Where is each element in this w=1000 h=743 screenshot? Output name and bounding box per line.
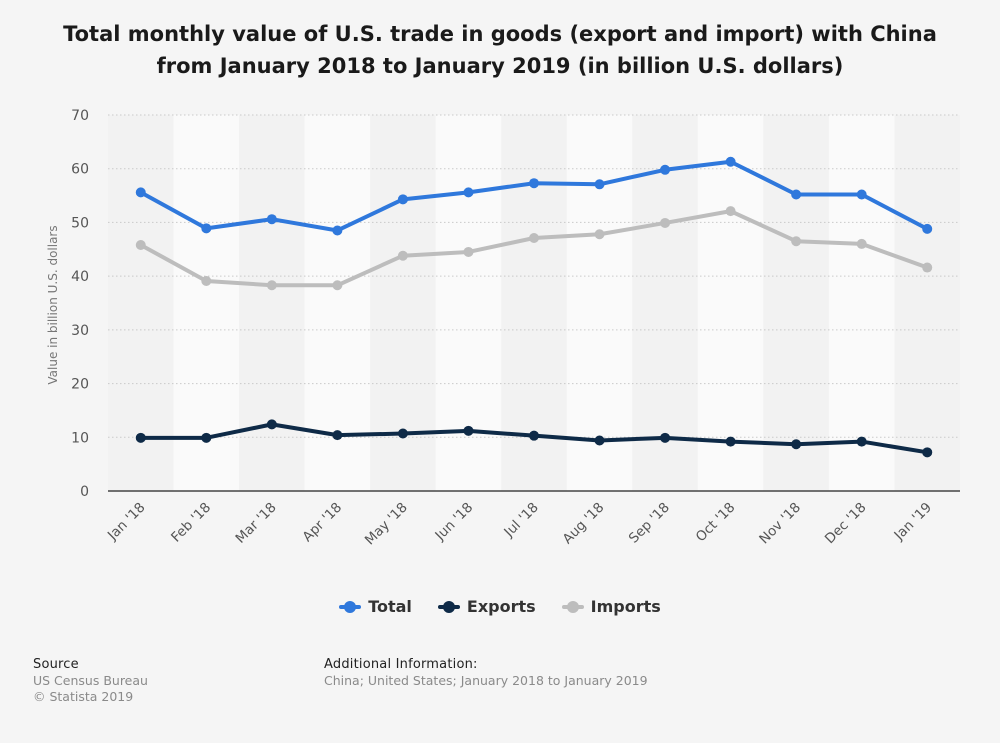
- data-point-imports[interactable]: [463, 246, 474, 257]
- source-block: Source US Census Bureau © Statista 2019: [33, 657, 148, 705]
- legend-item-imports[interactable]: Imports: [561, 597, 661, 616]
- data-point-imports[interactable]: [135, 239, 146, 250]
- legend-swatch-exports: [437, 600, 460, 613]
- x-tick-label: Sep '18: [626, 500, 673, 547]
- chart-legend: Total Exports Imports: [0, 597, 1000, 616]
- data-point-total[interactable]: [922, 223, 933, 234]
- data-point-exports[interactable]: [594, 435, 605, 446]
- plot-band: [697, 115, 764, 491]
- data-point-exports[interactable]: [397, 428, 408, 439]
- legend-item-total[interactable]: Total: [339, 597, 412, 616]
- legend-label-total: Total: [368, 597, 412, 616]
- data-point-total[interactable]: [266, 214, 277, 225]
- data-point-exports[interactable]: [135, 432, 146, 443]
- x-tick-label: Jul '18: [500, 500, 541, 541]
- data-point-exports[interactable]: [266, 419, 277, 430]
- legend-swatch-imports: [561, 600, 584, 613]
- data-point-total[interactable]: [463, 187, 474, 198]
- legend-label-imports: Imports: [590, 597, 661, 616]
- additional-info-text: China; United States; January 2018 to Ja…: [324, 673, 648, 688]
- y-axis-title: Value in billion U.S. dollars: [46, 225, 60, 384]
- data-point-total[interactable]: [791, 189, 802, 200]
- plot-band: [894, 115, 960, 491]
- data-point-exports[interactable]: [791, 439, 802, 450]
- data-point-total[interactable]: [397, 194, 408, 205]
- data-point-total[interactable]: [660, 164, 671, 175]
- additional-info-heading: Additional Information:: [324, 657, 478, 672]
- data-point-imports[interactable]: [922, 262, 933, 273]
- x-tick-label: Nov '18: [756, 500, 804, 548]
- plot-band: [632, 115, 698, 491]
- y-tick-label: 0: [80, 484, 89, 500]
- legend-label-exports: Exports: [466, 597, 536, 616]
- plot-band: [239, 115, 305, 491]
- plot-band: [763, 115, 829, 491]
- data-point-exports[interactable]: [660, 432, 671, 443]
- y-tick-label: 40: [71, 269, 89, 285]
- plot-band: [566, 115, 633, 491]
- x-tick-label: Jan '18: [104, 500, 149, 545]
- y-tick-label: 20: [71, 377, 89, 393]
- data-point-exports[interactable]: [201, 432, 212, 443]
- line-chart: 0 10 20 30 40 50 60 70 Value in billion U.S. dol…: [46, 108, 960, 549]
- x-tick-label: May '18: [362, 500, 411, 549]
- data-point-exports[interactable]: [856, 436, 867, 447]
- data-point-imports[interactable]: [201, 275, 212, 286]
- x-tick-label: Aug '18: [560, 500, 608, 548]
- y-tick-label: 50: [71, 215, 89, 231]
- data-point-exports[interactable]: [463, 425, 474, 436]
- y-tick-label: 30: [71, 323, 89, 339]
- data-point-imports[interactable]: [791, 236, 802, 247]
- data-point-exports[interactable]: [529, 430, 539, 441]
- chart-title: Total monthly value of U.S. trade in goo…: [63, 22, 937, 78]
- x-tick-label: Dec '18: [822, 500, 870, 548]
- legend-item-exports[interactable]: Exports: [437, 597, 536, 616]
- x-tick-label: Apr '18: [300, 500, 346, 546]
- plot-band: [501, 115, 567, 491]
- data-point-imports[interactable]: [725, 206, 736, 217]
- data-point-exports[interactable]: [922, 447, 933, 458]
- data-point-total[interactable]: [856, 189, 867, 200]
- source-line-copyright: © Statista 2019: [33, 689, 134, 704]
- legend-swatch-total: [339, 600, 362, 613]
- y-tick-label: 70: [71, 108, 89, 124]
- data-point-imports[interactable]: [266, 280, 277, 291]
- x-tick-label: Jan '19: [891, 500, 936, 545]
- x-tick-label: Jun '18: [432, 500, 477, 545]
- data-point-total[interactable]: [201, 223, 212, 234]
- x-tick-label: Oct '18: [693, 500, 739, 546]
- plot-band: [173, 115, 240, 491]
- data-point-imports[interactable]: [397, 250, 408, 261]
- data-point-exports[interactable]: [725, 436, 736, 447]
- plot-band: [108, 115, 174, 491]
- additional-info-block: Additional Information: China; United St…: [324, 657, 648, 689]
- data-point-total[interactable]: [725, 156, 736, 167]
- data-point-total[interactable]: [594, 179, 605, 190]
- data-point-imports[interactable]: [856, 238, 867, 249]
- source-heading: Source: [33, 657, 79, 672]
- data-point-total[interactable]: [529, 178, 539, 189]
- data-point-exports[interactable]: [332, 430, 343, 441]
- plot-band: [370, 115, 436, 491]
- data-point-imports[interactable]: [529, 233, 539, 244]
- x-tick-label: Feb '18: [168, 500, 214, 546]
- data-point-imports[interactable]: [660, 217, 671, 228]
- y-tick-label: 60: [71, 162, 89, 178]
- data-point-total[interactable]: [332, 225, 343, 236]
- x-tick-label: Mar '18: [233, 500, 280, 547]
- data-point-total[interactable]: [135, 187, 146, 198]
- plot-band: [828, 115, 895, 491]
- plot-band: [304, 115, 371, 491]
- data-point-imports[interactable]: [594, 229, 605, 240]
- data-point-imports[interactable]: [332, 280, 343, 291]
- y-tick-label: 10: [71, 430, 89, 446]
- source-line-publisher[interactable]: US Census Bureau: [33, 673, 148, 688]
